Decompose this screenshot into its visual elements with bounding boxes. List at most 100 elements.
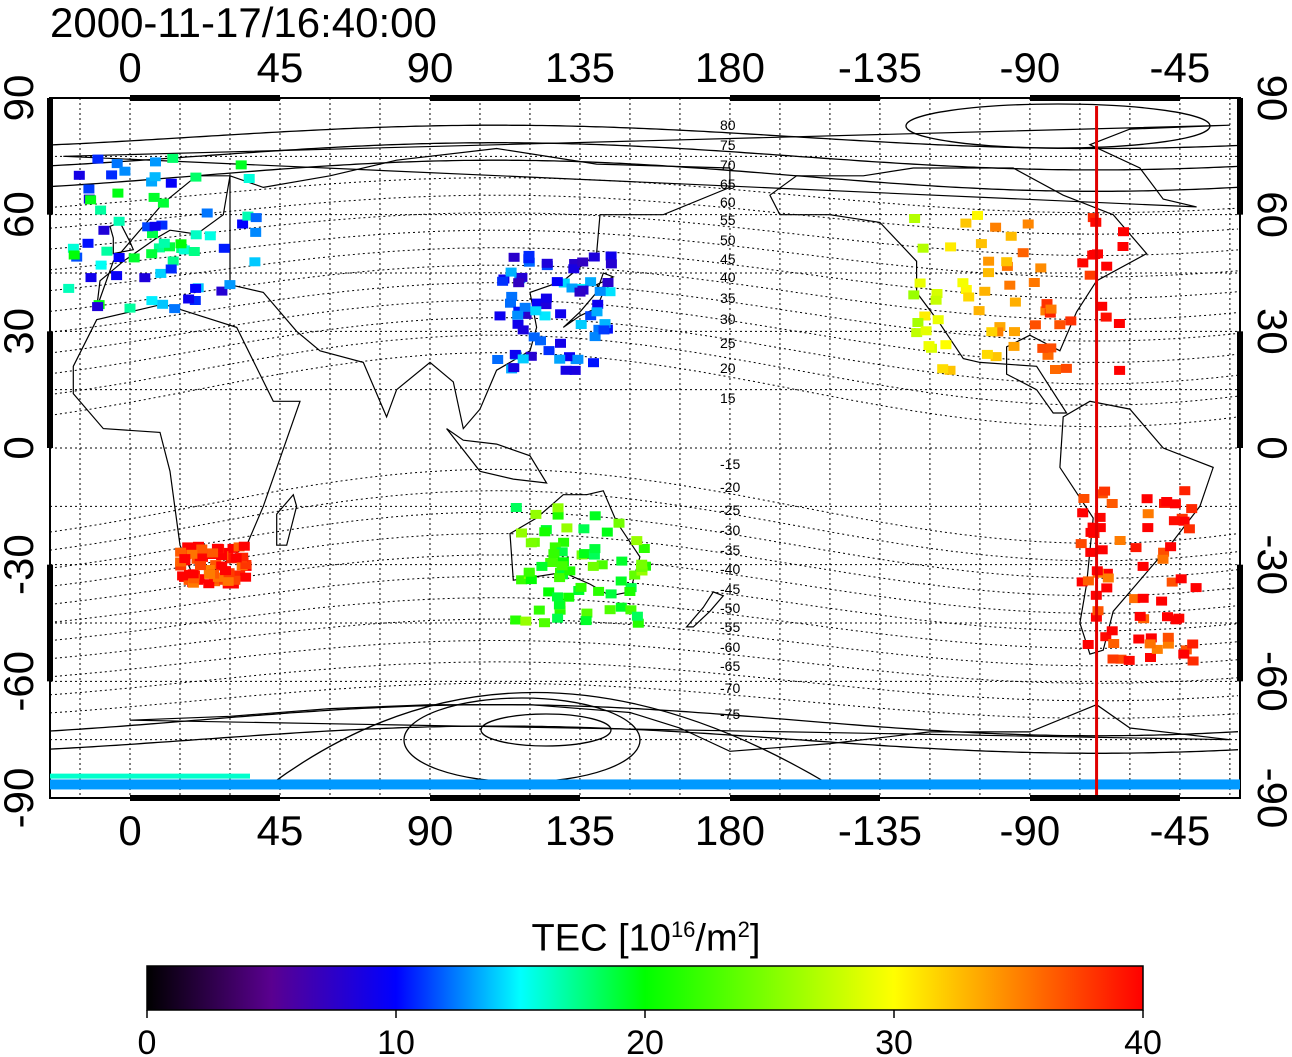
contour-label: 80 (720, 117, 736, 133)
tec-cell (235, 160, 247, 170)
tec-cell (1106, 626, 1118, 636)
tec-cell (543, 587, 555, 597)
tec-cell (566, 283, 578, 293)
tec-cell (182, 542, 194, 552)
tec-cell (146, 249, 158, 259)
tec-cell (581, 608, 593, 618)
tec-cell (914, 278, 926, 288)
tec-cell (1009, 297, 1021, 307)
tec-cell (1118, 227, 1129, 237)
contour-line (50, 597, 1239, 649)
contour-label: -65 (720, 658, 740, 674)
tec-cell (1156, 596, 1168, 606)
tec-observations (50, 153, 1240, 790)
tec-cell (1096, 545, 1108, 555)
contour-label: -20 (720, 479, 740, 495)
colorbar-tick-label: 40 (1124, 1024, 1162, 1057)
tec-cell (605, 251, 617, 261)
tec-cell (919, 311, 931, 321)
latitude-tick-label: 60 (1249, 191, 1292, 238)
tec-cell (113, 253, 125, 262)
tec-cell (95, 205, 107, 215)
tec-cell (931, 289, 943, 298)
tec-cell (167, 256, 179, 266)
colorbar-tick-label: 20 (626, 1024, 664, 1057)
tec-cell (1106, 499, 1118, 508)
contour-label: 35 (720, 290, 736, 306)
tec-cell (1145, 633, 1157, 643)
tec-cell (1004, 280, 1016, 290)
frame-tick-bar (1237, 564, 1243, 682)
tec-cell (554, 573, 566, 583)
tec-cell (1085, 527, 1097, 537)
tec-cell (1042, 350, 1054, 360)
contour-label: -35 (720, 542, 740, 558)
contour-label: 15 (720, 390, 736, 406)
tec-cell (111, 159, 123, 169)
contour-line (50, 352, 1239, 428)
tec-cell (517, 325, 529, 335)
tec-cell (594, 286, 606, 296)
tec-cell (979, 286, 991, 296)
tec-cell (1001, 257, 1013, 267)
tec-cell (937, 364, 949, 374)
tec-cell (156, 220, 168, 230)
tec-cell (92, 302, 104, 312)
colorbar-ticks: 0 10 20 30 40 (138, 1010, 1162, 1057)
tec-cell (204, 231, 216, 241)
tec-cell (492, 355, 504, 364)
tec-cell (543, 346, 555, 356)
tec-cell (1190, 583, 1202, 593)
tec-cell (169, 304, 181, 314)
contour-line (50, 334, 1239, 406)
tec-cell (555, 338, 566, 348)
tec-cell (561, 523, 573, 533)
tec-cell (539, 527, 551, 537)
tec-cell (508, 363, 520, 373)
tec-cell (1100, 312, 1112, 322)
contour-line (50, 317, 1239, 385)
tec-cell (940, 340, 952, 350)
tec-cell (1142, 509, 1154, 519)
tec-cell (211, 543, 223, 553)
tec-cell (187, 569, 199, 579)
tec-cell (237, 219, 249, 229)
tec-cell (638, 544, 650, 553)
contour-line (50, 264, 1239, 321)
contour-label: 70 (720, 157, 736, 173)
contour-line (50, 554, 1239, 614)
tec-cell (1035, 263, 1047, 273)
tec-cell (981, 349, 993, 359)
tec-cell (1183, 524, 1195, 534)
tec-cell (519, 302, 531, 312)
tec-cell (579, 549, 590, 559)
tec-cell (146, 177, 158, 187)
tec-cell (1075, 539, 1087, 549)
tec-cell (535, 336, 546, 346)
colorbar-tick-label: 0 (138, 1024, 157, 1057)
tec-cell (1077, 508, 1089, 518)
coastline (63, 124, 1230, 208)
tec-cell (1101, 568, 1113, 578)
tec-cell (615, 576, 627, 586)
tec-cell (186, 549, 198, 559)
tec-cell (165, 264, 177, 274)
tec-cell (588, 550, 600, 560)
tec-cell (1129, 594, 1141, 604)
tec-cell (1178, 649, 1190, 659)
longitude-tick-label: 180 (695, 44, 765, 91)
tec-cell (1005, 231, 1017, 241)
tec-cell (564, 352, 575, 362)
tec-cell (1157, 554, 1169, 564)
frame-tick-bar (1030, 95, 1180, 101)
tec-cell (189, 296, 201, 305)
contour-label: 65 (720, 176, 736, 192)
tec-cell (560, 365, 572, 375)
latitude-tick-label: -90 (1249, 768, 1292, 829)
tec-cell (1094, 512, 1106, 522)
tec-cell (508, 252, 520, 262)
tec-cell (983, 256, 995, 266)
tec-cell (556, 547, 568, 557)
coastline (769, 167, 1148, 414)
tec-cell (190, 230, 202, 240)
